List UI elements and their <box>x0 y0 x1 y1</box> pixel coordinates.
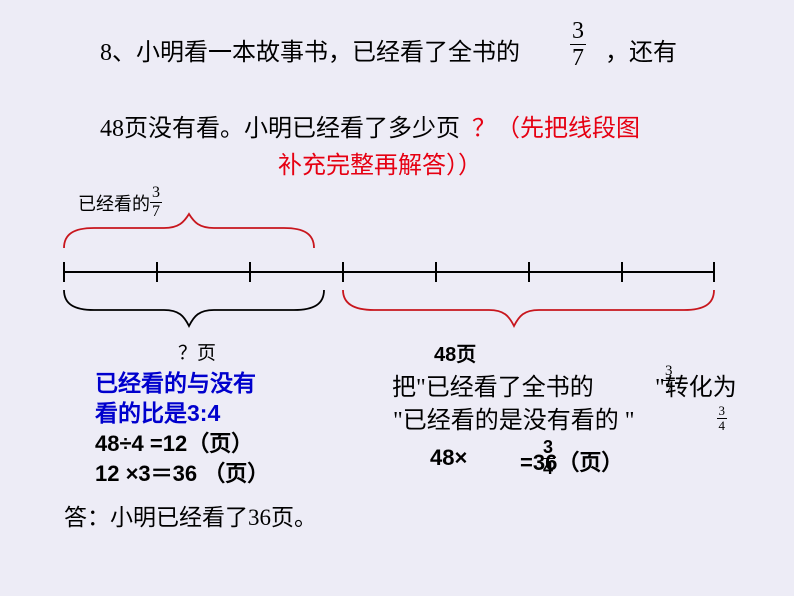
calc-left-1: 48÷4 =12（页） <box>95 426 253 458</box>
brace-bottom-right <box>343 290 714 326</box>
question-fraction: 3 7 <box>570 18 586 72</box>
brace-top-red <box>64 214 314 248</box>
ratio-text-1: 已经看的与没有 <box>95 364 256 398</box>
pages-48-label: 48页 <box>434 338 476 367</box>
ratio-four: 4 <box>207 400 220 426</box>
answer: 答：小明已经看了36页。 <box>64 498 317 532</box>
transform-line2: "已经看的是没有看的 " <box>393 400 635 435</box>
frac-num: 3 <box>717 404 728 419</box>
ratio-text-2: 看的比是3:4 <box>95 394 220 428</box>
calc-right-b: =36（页） <box>520 445 623 477</box>
transform-line1-end: "转化为 <box>655 367 737 402</box>
brace-bottom-left <box>64 290 324 326</box>
frac-num: 3 <box>150 184 162 203</box>
calc-right-a: 48× <box>430 445 467 471</box>
line-diagram <box>54 210 734 340</box>
calc-left-2: 12 ×3＝36 （页） <box>95 456 269 488</box>
transform-line1: 把"已经看了全书的 <box>392 367 594 402</box>
question-line2: 48页没有看。小明已经看了多少页 <box>100 108 460 143</box>
transform-frac2: 3 4 <box>717 404 728 434</box>
question-hint2: 补充完整再解答）） <box>278 145 482 180</box>
question-pages-label: ？页 <box>178 338 216 365</box>
frac-den: 4 <box>717 419 728 433</box>
frac-num: 3 <box>570 18 586 45</box>
frac-den: 7 <box>570 45 586 71</box>
question-hint1: ？（先把线段图 <box>472 108 640 143</box>
question-line1-end: ，还有 <box>605 32 677 67</box>
ratio-text-2a: 看的比是3: <box>95 400 207 426</box>
question-line1: 8、小明看一本故事书，已经看了全书的 <box>100 32 520 67</box>
